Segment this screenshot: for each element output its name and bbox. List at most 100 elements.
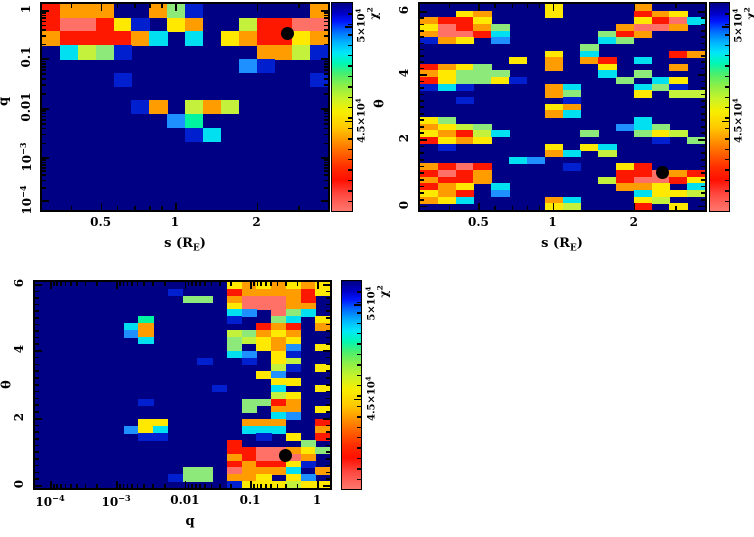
heatmap-cell bbox=[285, 288, 302, 297]
heatmap-cell bbox=[300, 446, 316, 455]
colorbar-tick bbox=[348, 179, 352, 182]
axis-tick bbox=[42, 164, 46, 166]
axis-tick bbox=[218, 484, 221, 488]
axis-tick bbox=[126, 484, 129, 488]
heatmap-cell bbox=[226, 316, 243, 324]
heatmap-cell bbox=[420, 183, 439, 191]
x-axis-label-s: s (RE) bbox=[143, 236, 227, 254]
axis-tick bbox=[69, 484, 72, 488]
axis-tick bbox=[326, 370, 330, 372]
heatmap-cell bbox=[455, 10, 475, 18]
heatmap-cell bbox=[509, 77, 528, 85]
axis-tick bbox=[633, 203, 636, 210]
axis-tick bbox=[698, 138, 705, 141]
axis-tick bbox=[204, 484, 207, 488]
colorbar-tick bbox=[348, 65, 352, 67]
heatmap-cell bbox=[544, 83, 564, 91]
heatmap-cell bbox=[473, 63, 492, 72]
axis-tick bbox=[420, 80, 424, 83]
heatmap-cell bbox=[687, 136, 705, 145]
best-fit-marker bbox=[655, 166, 669, 180]
axis-tick bbox=[42, 179, 46, 182]
heatmap-cell bbox=[420, 170, 439, 178]
y-tick-label: 10−3 bbox=[18, 142, 34, 173]
heatmap-cell bbox=[437, 176, 457, 184]
axis-tick bbox=[321, 9, 328, 12]
heatmap-cell bbox=[256, 467, 272, 475]
heatmap-cell bbox=[271, 371, 287, 379]
heatmap-cell bbox=[274, 31, 293, 46]
axis-tick bbox=[50, 481, 52, 488]
colorbar-tick bbox=[725, 200, 729, 202]
axis-tick bbox=[420, 172, 424, 174]
axis-tick bbox=[116, 282, 118, 289]
colorbar-tick bbox=[357, 416, 361, 418]
heatmap-cell bbox=[420, 176, 439, 184]
colorbar-quantity-chi2: χ2 bbox=[376, 279, 391, 303]
axis-tick bbox=[204, 282, 207, 286]
axis-tick bbox=[324, 122, 328, 125]
heatmap-cell bbox=[285, 460, 302, 468]
y-axis-label-theta: θ bbox=[0, 380, 15, 389]
heatmap-cell bbox=[226, 453, 243, 462]
heatmap-cell bbox=[113, 72, 132, 87]
heatmap-cell bbox=[315, 433, 330, 441]
colorbar-theta-vs-s bbox=[709, 2, 730, 212]
heatmap-cell bbox=[437, 123, 457, 131]
heatmap-cell bbox=[138, 419, 154, 427]
heatmap-cell bbox=[437, 83, 457, 91]
heatmap-cell bbox=[420, 77, 439, 85]
axis-tick bbox=[420, 55, 424, 57]
heatmap-cell bbox=[113, 31, 132, 46]
heatmap-cell bbox=[669, 23, 688, 32]
colorbar-tick bbox=[725, 159, 729, 161]
heatmap-cell bbox=[455, 183, 475, 191]
colorbar-tick bbox=[348, 159, 352, 161]
heatmap-cell bbox=[615, 163, 635, 171]
heatmap-cell bbox=[420, 116, 439, 125]
axis-tick bbox=[148, 206, 151, 210]
axis-tick bbox=[35, 464, 39, 467]
colorbar-major-tick bbox=[354, 303, 361, 306]
axis-tick bbox=[701, 17, 705, 19]
axis-tick bbox=[35, 310, 39, 313]
axis-tick bbox=[134, 4, 136, 8]
axis-tick bbox=[326, 330, 330, 332]
heatmap-cell bbox=[271, 330, 287, 338]
axis-tick bbox=[35, 377, 39, 379]
x-tick-label: 0.5 bbox=[90, 215, 112, 229]
axis-tick bbox=[42, 122, 46, 125]
heatmap-cell bbox=[300, 474, 316, 482]
heatmap-cell bbox=[633, 70, 653, 78]
heatmap-cell bbox=[77, 17, 97, 33]
heatmap-cell bbox=[256, 330, 272, 338]
heatmap-cell bbox=[59, 4, 79, 19]
heatmap-cell bbox=[473, 130, 492, 138]
axis-tick bbox=[42, 29, 46, 31]
heatmap-cell bbox=[95, 31, 115, 46]
heatmap-cell bbox=[491, 183, 510, 191]
heatmap-cell bbox=[544, 90, 564, 98]
axis-tick bbox=[42, 187, 46, 189]
heatmap-cell bbox=[285, 481, 302, 488]
axis-tick bbox=[324, 66, 328, 68]
axis-tick bbox=[420, 112, 424, 115]
heatmap-cell bbox=[473, 30, 492, 38]
heatmap-cell bbox=[598, 30, 617, 38]
heatmap-cell bbox=[256, 453, 272, 462]
axis-tick bbox=[701, 42, 705, 45]
axis-tick bbox=[42, 110, 46, 112]
heatmap-cell bbox=[315, 481, 330, 488]
axis-tick bbox=[42, 118, 46, 121]
axis-tick bbox=[324, 142, 328, 145]
heatmap-cell bbox=[202, 127, 222, 142]
axis-tick bbox=[326, 471, 330, 474]
colorbar-tick bbox=[725, 13, 729, 15]
colorbar-major-tick bbox=[345, 25, 352, 28]
heatmap-cell bbox=[241, 446, 257, 455]
heatmap-cell bbox=[123, 426, 139, 434]
heatmap-cell bbox=[437, 183, 457, 191]
axis-tick bbox=[152, 282, 154, 286]
axis-tick bbox=[701, 99, 705, 102]
